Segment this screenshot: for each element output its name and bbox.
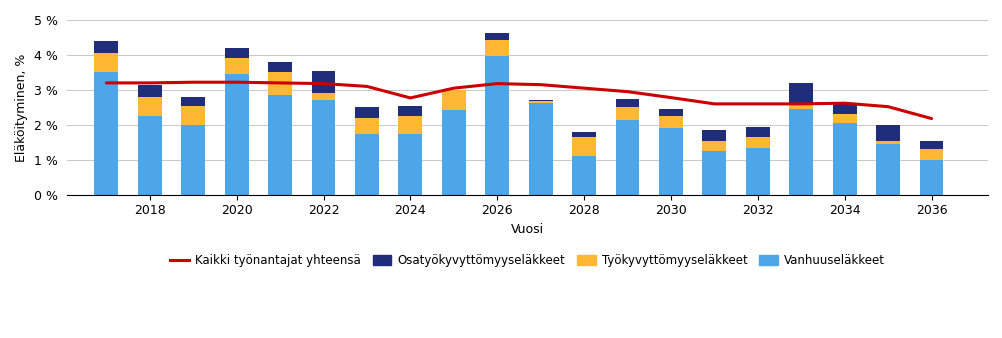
- Bar: [615, 120, 639, 195]
- Bar: [832, 104, 856, 114]
- Bar: [615, 107, 639, 120]
- Bar: [701, 130, 725, 141]
- Bar: [312, 93, 335, 100]
- Bar: [571, 156, 595, 195]
- Bar: [268, 62, 292, 72]
- Bar: [832, 114, 856, 123]
- Bar: [789, 83, 813, 104]
- Bar: [919, 149, 943, 160]
- Bar: [919, 141, 943, 149]
- Bar: [181, 105, 205, 125]
- Bar: [312, 100, 335, 195]
- Bar: [181, 97, 205, 105]
- Bar: [876, 141, 899, 144]
- Bar: [268, 95, 292, 195]
- Bar: [701, 141, 725, 151]
- Bar: [745, 137, 769, 148]
- Bar: [94, 41, 118, 53]
- Bar: [137, 97, 161, 116]
- Bar: [94, 72, 118, 195]
- Bar: [312, 71, 335, 93]
- Bar: [701, 151, 725, 195]
- Bar: [876, 144, 899, 195]
- Bar: [442, 90, 465, 110]
- Bar: [398, 116, 422, 134]
- Bar: [137, 116, 161, 195]
- Bar: [745, 127, 769, 137]
- Bar: [832, 123, 856, 195]
- Bar: [137, 84, 161, 97]
- Bar: [398, 134, 422, 195]
- Bar: [919, 160, 943, 195]
- Bar: [571, 137, 595, 156]
- Bar: [485, 33, 509, 40]
- Legend: Kaikki työnantajat yhteensä, Osatyökyvyttömyyseläkkeet, Työkyvyttömyyseläkkeet, : Kaikki työnantajat yhteensä, Osatyökyvyt…: [165, 249, 889, 272]
- Bar: [528, 101, 552, 103]
- Bar: [355, 107, 379, 118]
- Bar: [355, 134, 379, 195]
- Bar: [745, 148, 769, 195]
- Bar: [224, 48, 248, 58]
- Bar: [398, 106, 422, 116]
- Bar: [224, 74, 248, 195]
- Bar: [94, 53, 118, 72]
- Bar: [485, 56, 509, 195]
- Y-axis label: Eläköityminen, %: Eläköityminen, %: [15, 53, 28, 162]
- Bar: [658, 109, 682, 116]
- Bar: [528, 103, 552, 195]
- Bar: [615, 99, 639, 107]
- Bar: [355, 118, 379, 134]
- Bar: [789, 104, 813, 109]
- Bar: [181, 125, 205, 195]
- Bar: [528, 100, 552, 101]
- X-axis label: Vuosi: Vuosi: [511, 223, 544, 236]
- Bar: [485, 40, 509, 56]
- Bar: [442, 110, 465, 195]
- Bar: [268, 72, 292, 95]
- Bar: [876, 125, 899, 141]
- Bar: [658, 128, 682, 195]
- Bar: [789, 109, 813, 195]
- Bar: [224, 58, 248, 74]
- Bar: [571, 132, 595, 137]
- Bar: [658, 116, 682, 128]
